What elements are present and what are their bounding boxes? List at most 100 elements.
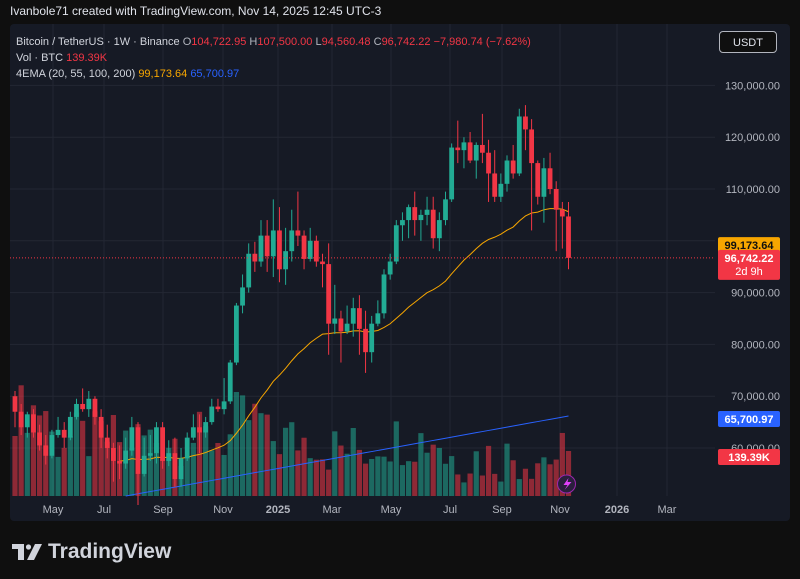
candle-body xyxy=(252,253,258,262)
candle-body xyxy=(24,414,30,428)
candle-body xyxy=(418,214,424,221)
candle-body xyxy=(154,427,159,454)
candle-body xyxy=(443,199,448,221)
candle-body xyxy=(283,251,288,270)
volume-bar xyxy=(338,445,344,496)
volume-bar xyxy=(442,463,449,496)
volume-bar xyxy=(37,415,43,496)
volume-bar xyxy=(510,460,516,496)
y-axis-label: 70,000.00 xyxy=(731,391,780,403)
volume-bar xyxy=(190,442,196,496)
candle-body xyxy=(172,453,178,480)
candle-body xyxy=(135,427,141,474)
candle-body xyxy=(221,401,227,410)
volume-bar xyxy=(184,457,190,496)
candle-body xyxy=(436,220,442,239)
candle-body xyxy=(123,450,129,464)
volume-bar xyxy=(412,461,418,496)
last-price-badge-text: 96,742.22 xyxy=(725,253,774,265)
open-value: 104,722.95 xyxy=(191,36,247,48)
candle-body xyxy=(553,189,559,210)
chart-legend: Bitcoin / TetherUS · 1W · Binance O104,7… xyxy=(16,34,531,82)
candle-body xyxy=(31,414,36,433)
candle-body xyxy=(375,313,381,324)
volume-bar xyxy=(24,432,30,496)
volume-bar xyxy=(461,482,467,496)
candle-body xyxy=(74,403,79,417)
candle-body xyxy=(55,429,61,436)
change-value: −7,980.74 (−7.62%) xyxy=(433,36,531,48)
low-value: 94,560.48 xyxy=(321,36,371,48)
volume-bar xyxy=(467,473,473,496)
tradingview-logo-text: TradingView xyxy=(48,540,172,563)
x-axis-label: May xyxy=(43,504,64,516)
chart-caption: Ivanbole71 created with TradingView.com,… xyxy=(0,0,800,22)
volume-bar xyxy=(418,433,424,496)
candle-body xyxy=(141,455,147,474)
symbol-label[interactable]: Bitcoin / TetherUS · 1W · Binance xyxy=(16,36,180,48)
candle-body xyxy=(184,437,190,459)
y-axis-label: 90,000.00 xyxy=(731,288,780,300)
candle-body xyxy=(307,240,313,259)
volume-bar xyxy=(276,454,283,496)
candle-body xyxy=(535,163,541,197)
volume-label[interactable]: Vol · BTC xyxy=(16,52,64,64)
volume-bar xyxy=(406,461,412,496)
candle-body xyxy=(498,183,504,197)
candle-body xyxy=(12,396,18,412)
candle-body xyxy=(147,453,153,456)
candle-body xyxy=(264,235,270,257)
chart-frame[interactable]: 60,000.0070,000.0080,000.0090,000.00100,… xyxy=(10,24,790,521)
candle-body xyxy=(400,220,405,226)
candle-body xyxy=(43,445,49,456)
candle-body xyxy=(492,173,498,197)
volume-bar xyxy=(252,403,258,496)
volume-badge-bg xyxy=(718,449,780,465)
volume-badge-text: 139.39K xyxy=(728,452,770,464)
volume-bar xyxy=(283,427,289,496)
candle-body xyxy=(215,406,221,410)
ema-label[interactable]: 4EMA (20, 55, 100, 200) xyxy=(16,68,136,80)
volume-bar xyxy=(319,459,326,496)
volume-bar xyxy=(239,395,246,496)
candle-body xyxy=(480,144,485,153)
volume-bar xyxy=(295,450,301,496)
volume-bar xyxy=(258,413,264,496)
candle-body xyxy=(523,116,528,130)
volume-bar xyxy=(209,450,215,496)
tradingview-logo: TradingView xyxy=(12,540,171,564)
volume-bar xyxy=(369,458,375,496)
low-label: L xyxy=(315,36,322,48)
candle-body xyxy=(166,453,172,461)
currency-button[interactable]: USDT xyxy=(719,31,777,53)
volume-bar xyxy=(430,444,436,496)
last-price-badge-text: 2d 9h xyxy=(735,266,763,278)
volume-bar xyxy=(504,443,510,496)
volume-bar xyxy=(313,459,319,496)
x-axis-label: Jul xyxy=(97,504,111,516)
volume-bar xyxy=(246,420,252,496)
volume-bar xyxy=(307,458,313,496)
volume-bar xyxy=(375,456,381,496)
candle-body xyxy=(313,240,319,262)
candle-body xyxy=(190,427,196,438)
volume-bar xyxy=(80,420,86,496)
volume-bar xyxy=(221,454,227,496)
candle-body xyxy=(301,235,307,259)
volume-bar xyxy=(67,436,73,496)
candle-body xyxy=(529,129,534,164)
candle-body xyxy=(86,398,92,410)
x-axis-label: Sep xyxy=(153,504,173,516)
volume-bar xyxy=(387,461,393,496)
volume-bar xyxy=(270,441,276,496)
candle-body xyxy=(455,147,461,151)
candle-body xyxy=(430,209,436,239)
price-chart[interactable]: 60,000.0070,000.0080,000.0090,000.00100,… xyxy=(10,24,790,521)
candle-body xyxy=(234,305,239,363)
x-axis-label: Jul xyxy=(443,504,457,516)
volume-bar xyxy=(55,456,61,496)
volume-bar xyxy=(399,465,406,496)
volume-bar xyxy=(147,429,153,496)
volume-bar xyxy=(498,481,504,496)
candle-body xyxy=(516,116,522,174)
